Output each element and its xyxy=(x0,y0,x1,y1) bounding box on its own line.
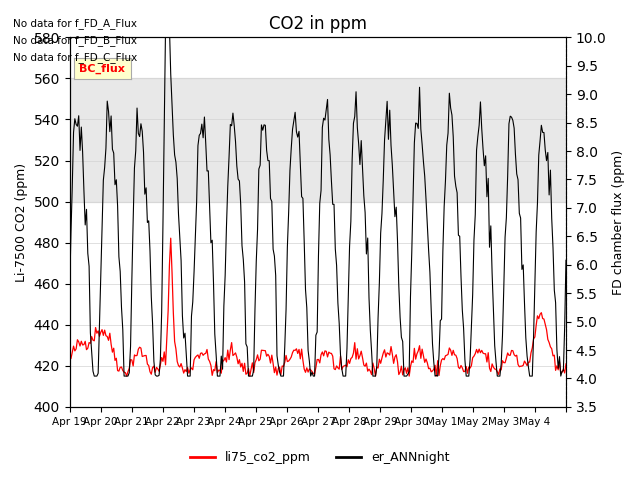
Text: No data for f_FD_C_Flux: No data for f_FD_C_Flux xyxy=(13,52,137,63)
Bar xyxy=(70,78,566,202)
Text: No data for f_FD_B_Flux: No data for f_FD_B_Flux xyxy=(13,35,137,46)
Text: BC_flux: BC_flux xyxy=(79,63,125,73)
Title: CO2 in ppm: CO2 in ppm xyxy=(269,15,367,33)
Text: No data for f_FD_A_Flux: No data for f_FD_A_Flux xyxy=(13,18,137,29)
Legend: li75_co2_ppm, er_ANNnight: li75_co2_ppm, er_ANNnight xyxy=(186,446,454,469)
Y-axis label: FD chamber flux (ppm): FD chamber flux (ppm) xyxy=(612,150,625,295)
Y-axis label: Li-7500 CO2 (ppm): Li-7500 CO2 (ppm) xyxy=(15,163,28,282)
